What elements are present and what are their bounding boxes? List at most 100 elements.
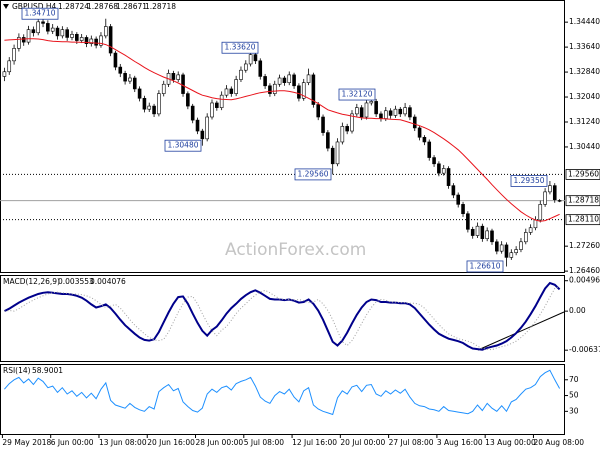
candle-body [340, 126, 345, 143]
candle-body [485, 230, 489, 239]
open-value: 1.28724 [58, 2, 89, 11]
x-tick-label: 13 Aug 00:00 [485, 438, 536, 447]
candle-body [229, 88, 234, 94]
candle-body [157, 93, 161, 115]
candle-body [335, 141, 340, 165]
annotation-box [21, 7, 59, 20]
candle-body [311, 74, 316, 105]
candle-body [113, 52, 118, 68]
candle-body [200, 130, 205, 140]
low-value: 1.28671 [116, 2, 147, 11]
candle-body [60, 29, 65, 37]
candle-body [306, 74, 311, 83]
candle-body [451, 185, 456, 196]
annotation-label: 1.30480 [167, 141, 198, 150]
y-tick-label: -0.006372 [569, 345, 600, 354]
candle-body [103, 26, 108, 37]
level-box [565, 214, 600, 226]
candle-body [137, 88, 142, 99]
annotation-label: 1.26610 [469, 261, 500, 270]
rsi-title: RSI(14) [3, 366, 31, 375]
candle-body [171, 73, 176, 80]
candle-body [374, 101, 378, 115]
candle-body [263, 76, 267, 87]
current-price-label: 1.28718 [568, 196, 599, 205]
candle-body [441, 168, 446, 174]
high-value: 1.28768 [87, 2, 118, 11]
y-tick-label: 1.31240 [569, 117, 600, 126]
annotation-box [338, 88, 376, 101]
x-tick-label: 13 Jun 08:00 [99, 438, 147, 447]
candle-body [369, 101, 374, 104]
candle-body [89, 38, 94, 44]
candle-body [297, 85, 301, 99]
annotation-box [294, 168, 332, 181]
candle-body [422, 136, 427, 143]
candle-body [316, 104, 321, 118]
watermark: ActionForex.com [225, 240, 366, 260]
candle-body [219, 94, 224, 108]
y-tick-label: 1.32040 [569, 92, 600, 101]
candle-body [282, 77, 287, 83]
candle-body [181, 74, 185, 94]
y-tick-label: 50 [569, 391, 579, 400]
candle-body [350, 113, 354, 132]
candle-body [118, 66, 123, 74]
x-tick-label: 20 Jun 16:00 [147, 438, 195, 447]
candle-body [55, 27, 60, 37]
candle-body [70, 34, 74, 38]
candle-body [268, 85, 272, 94]
candle-body [277, 77, 282, 85]
rsi-panel [0, 364, 565, 435]
x-tick-label: 29 May 2018 [2, 438, 51, 447]
candle-body [398, 108, 403, 115]
candle-body [490, 230, 494, 243]
candle-body [253, 54, 258, 62]
indicator-line [4, 369, 561, 416]
candle-body [345, 126, 349, 132]
candle-body [548, 185, 552, 193]
candle-body [383, 110, 388, 119]
symbol-icon [3, 4, 9, 9]
candle-body [108, 26, 113, 54]
candle-body [543, 191, 547, 205]
candle-body [364, 102, 369, 118]
candle-body [12, 48, 16, 62]
candle-body [215, 102, 219, 108]
annotation-box [221, 41, 259, 54]
candle-body [495, 241, 499, 252]
macd-panel [0, 275, 565, 362]
candle-body [243, 63, 248, 71]
annotation-label: 1.29560 [297, 169, 328, 178]
candle-body [132, 77, 137, 90]
x-tick-label: 28 Jun 00:00 [196, 438, 244, 447]
y-tick-label: 0.004968 [569, 276, 600, 285]
candle-body [480, 225, 485, 239]
y-tick-label: 1.30440 [569, 142, 600, 151]
candle-body [432, 157, 436, 165]
candle-body [466, 213, 470, 230]
candle-body [210, 102, 214, 118]
x-tick-label: 12 Jul 16:00 [292, 438, 337, 447]
candle-body [190, 105, 195, 121]
candle-body [79, 37, 84, 41]
macd-title: MACD(12,26,9) [3, 277, 60, 286]
candle-body [321, 116, 325, 133]
candle-body [504, 244, 509, 258]
trend-line [477, 311, 565, 351]
annotation-box [164, 139, 202, 152]
rsi-value: 58.9001 [32, 366, 63, 375]
candle-body [301, 82, 306, 99]
candle-body [388, 110, 393, 116]
candle-body [21, 37, 26, 43]
level-label: 1.28110 [568, 215, 599, 224]
candle-body [292, 74, 296, 87]
y-tick-label: 1.27260 [569, 241, 600, 250]
candle-body [224, 88, 229, 96]
candle-body [50, 27, 55, 32]
y-tick-label: 1.33640 [569, 42, 600, 51]
candle-body [239, 69, 243, 80]
